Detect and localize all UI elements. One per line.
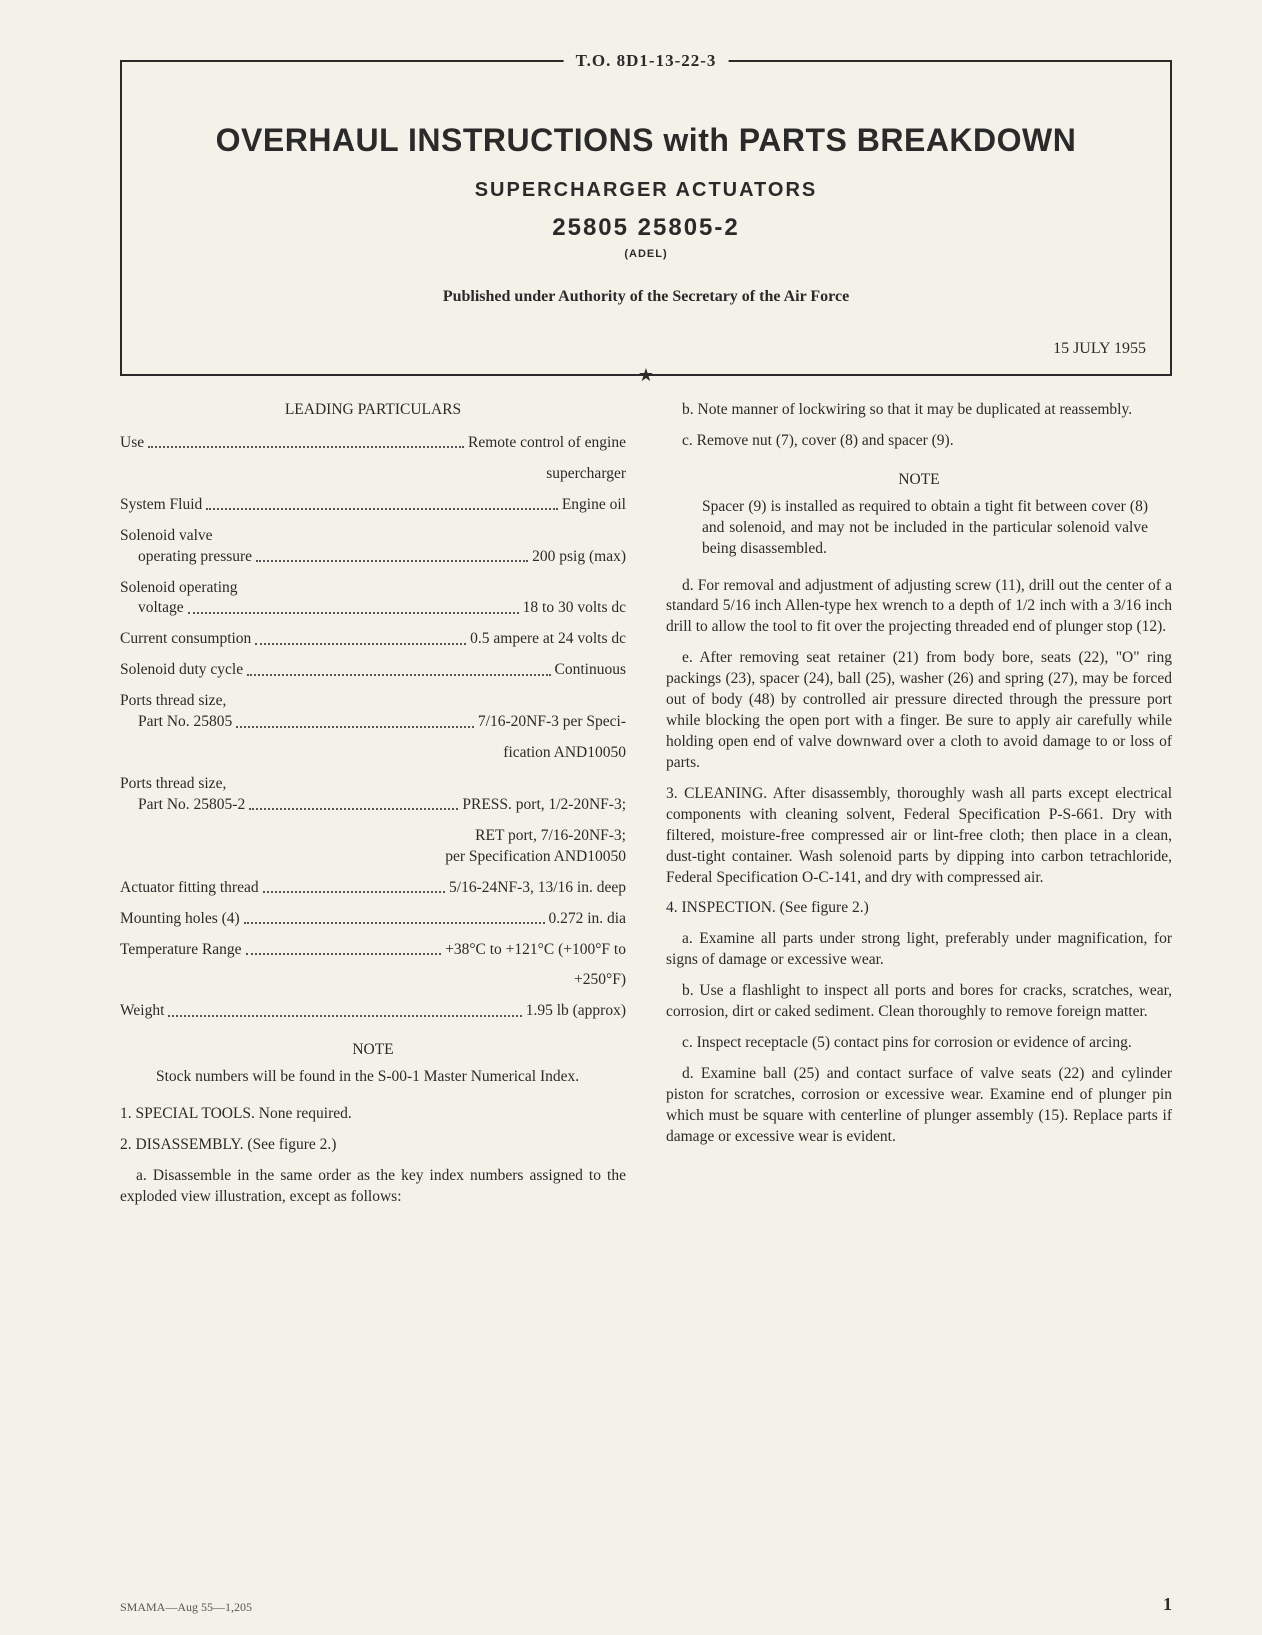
particular-item: System Fluid Engine oil — [120, 495, 626, 516]
particular-label: Current consumption — [120, 629, 251, 650]
particular-item: Solenoid valveoperating pressure 200 psig… — [120, 526, 626, 568]
particular-item: Use Remote control of engine supercharger — [120, 433, 626, 485]
particular-value: 0.272 in. dia — [549, 909, 627, 930]
particular-item: Solenoid duty cycle Continuous — [120, 660, 626, 681]
particular-label: Solenoid operating — [120, 578, 626, 599]
particular-label: System Fluid — [120, 495, 202, 516]
leader-dots — [244, 909, 545, 925]
company-name: (ADEL) — [152, 248, 1140, 260]
leader-dots — [247, 660, 550, 676]
left-column: LEADING PARTICULARS Use Remote control of… — [120, 400, 626, 1218]
particular-value: 0.5 ampere at 24 volts dc — [470, 629, 626, 650]
particular-item: Mounting holes (4) 0.272 in. dia — [120, 909, 626, 930]
section-special-tools: 1. SPECIAL TOOLS. None required. — [120, 1104, 626, 1125]
particular-continuation: +250°F) — [120, 970, 626, 991]
particular-sublabel: Part No. 25805-2 — [138, 795, 245, 816]
main-title: OVERHAUL INSTRUCTIONS with PARTS BREAKDO… — [152, 122, 1140, 159]
particular-continuation: supercharger — [120, 464, 626, 485]
particular-value: 200 psig (max) — [532, 547, 626, 568]
part-numbers: 25805 25805-2 — [152, 214, 1140, 242]
particular-item: Ports thread size,Part No. 25805-2 PRESS.… — [120, 774, 626, 868]
inspection-step-a: a. Examine all parts under strong light,… — [666, 929, 1172, 971]
authority-line: Published under Authority of the Secreta… — [152, 288, 1140, 306]
particular-value: 1.95 lb (approx) — [526, 1001, 626, 1022]
particular-item: Weight 1.95 lb (approx) — [120, 1001, 626, 1022]
particular-label: Weight — [120, 1001, 164, 1022]
section-inspection: 4. INSPECTION. (See figure 2.) — [666, 898, 1172, 919]
particular-value: 7/16-20NF-3 per Speci- — [478, 712, 626, 733]
page-number: 1 — [1163, 1594, 1172, 1615]
subtitle: SUPERCHARGER ACTUATORS — [152, 179, 1140, 202]
particular-label: Temperature Range — [120, 940, 242, 961]
disassembly-step-e: e. After removing seat retainer (21) fro… — [666, 648, 1172, 774]
particular-sublabel: voltage — [138, 598, 184, 619]
star-icon: ★ — [630, 365, 662, 386]
particular-sublabel: Part No. 25805 — [138, 712, 232, 733]
particular-value: 5/16-24NF-3, 13/16 in. deep — [449, 878, 626, 899]
leader-dots — [206, 495, 558, 511]
particular-label: Ports thread size, — [120, 774, 626, 795]
leader-dots — [148, 433, 464, 449]
page: T.O. 8D1-13-22-3 OVERHAUL INSTRUCTIONS w… — [120, 60, 1172, 1595]
particulars-list: Use Remote control of engine supercharger S… — [120, 433, 626, 1022]
particular-value: 18 to 30 volts dc — [523, 598, 626, 619]
inspection-step-c: c. Inspect receptacle (5) contact pins f… — [666, 1033, 1172, 1054]
particular-item: Current consumption 0.5 ampere at 24 volt… — [120, 629, 626, 650]
note-text: Spacer (9) is installed as required to o… — [666, 497, 1172, 560]
particular-continuation: RET port, 7/16-20NF-3; — [120, 826, 626, 847]
particular-item: Solenoid operatingvoltage 18 to 30 volts … — [120, 578, 626, 620]
particular-label: Solenoid duty cycle — [120, 660, 243, 681]
section-cleaning: 3. CLEANING. After disassembly, thorough… — [666, 784, 1172, 889]
leader-dots — [246, 940, 442, 956]
particular-continuation: per Specification AND10050 — [120, 847, 626, 868]
leader-dots — [249, 795, 458, 811]
inspection-step-b: b. Use a flashlight to inspect all ports… — [666, 981, 1172, 1023]
particular-label: Mounting holes (4) — [120, 909, 240, 930]
particular-label: Use — [120, 433, 144, 454]
header-box: T.O. 8D1-13-22-3 OVERHAUL INSTRUCTIONS w… — [120, 60, 1172, 376]
to-number: T.O. 8D1-13-22-3 — [564, 51, 729, 71]
disassembly-step-b: b. Note manner of lockwiring so that it … — [666, 400, 1172, 421]
right-column: b. Note manner of lockwiring so that it … — [666, 400, 1172, 1218]
publication-date: 15 JULY 1955 — [1053, 340, 1146, 358]
body-columns: LEADING PARTICULARS Use Remote control of… — [120, 400, 1172, 1218]
note-text: Stock numbers will be found in the S-00-… — [120, 1067, 626, 1088]
particular-value: Engine oil — [562, 495, 626, 516]
particular-label: Ports thread size, — [120, 691, 626, 712]
particular-value: Continuous — [555, 660, 626, 681]
particular-value: +38°C to +121°C (+100°F to — [445, 940, 626, 961]
leading-particulars-heading: LEADING PARTICULARS — [120, 400, 626, 421]
disassembly-step-c: c. Remove nut (7), cover (8) and spacer … — [666, 431, 1172, 452]
footer-print-info: SMAMA—Aug 55—1,205 — [120, 1600, 252, 1615]
leader-dots — [256, 547, 528, 563]
note-heading: NOTE — [666, 470, 1172, 491]
section-disassembly: 2. DISASSEMBLY. (See figure 2.) — [120, 1135, 626, 1156]
particular-item: Temperature Range +38°C to +121°C (+100°F… — [120, 940, 626, 992]
disassembly-step-a: a. Disassemble in the same order as the … — [120, 1166, 626, 1208]
particular-sublabel: operating pressure — [138, 547, 252, 568]
particular-value: PRESS. port, 1/2-20NF-3; — [462, 795, 626, 816]
leader-dots — [236, 712, 474, 728]
leader-dots — [263, 878, 445, 894]
inspection-step-d: d. Examine ball (25) and contact surface… — [666, 1064, 1172, 1148]
particular-item: Actuator fitting thread 5/16-24NF-3, 13/1… — [120, 878, 626, 899]
particular-label: Actuator fitting thread — [120, 878, 259, 899]
leader-dots — [255, 629, 466, 645]
particular-continuation: fication AND10050 — [120, 743, 626, 764]
disassembly-step-d: d. For removal and adjustment of adjusti… — [666, 576, 1172, 639]
particular-value: Remote control of engine — [468, 433, 626, 454]
note-heading: NOTE — [120, 1040, 626, 1061]
leader-dots — [168, 1001, 521, 1017]
particular-item: Ports thread size,Part No. 25805 7/16-20N… — [120, 691, 626, 764]
leader-dots — [188, 598, 519, 614]
particular-label: Solenoid valve — [120, 526, 626, 547]
